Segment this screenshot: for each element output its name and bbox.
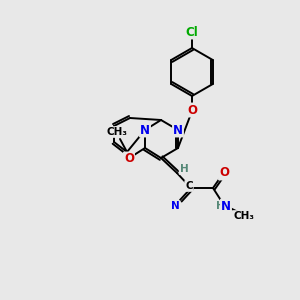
Text: N: N xyxy=(173,124,183,136)
Text: N: N xyxy=(171,201,179,211)
Text: O: O xyxy=(219,167,229,179)
Text: Cl: Cl xyxy=(186,26,198,38)
Text: CH₃: CH₃ xyxy=(233,211,254,221)
Text: H: H xyxy=(216,201,224,211)
Text: O: O xyxy=(124,152,134,166)
Text: H: H xyxy=(180,164,188,174)
Text: N: N xyxy=(140,124,150,136)
Text: O: O xyxy=(187,103,197,116)
Text: N: N xyxy=(221,200,231,212)
Text: CH₃: CH₃ xyxy=(106,127,128,137)
Text: C: C xyxy=(185,181,193,191)
